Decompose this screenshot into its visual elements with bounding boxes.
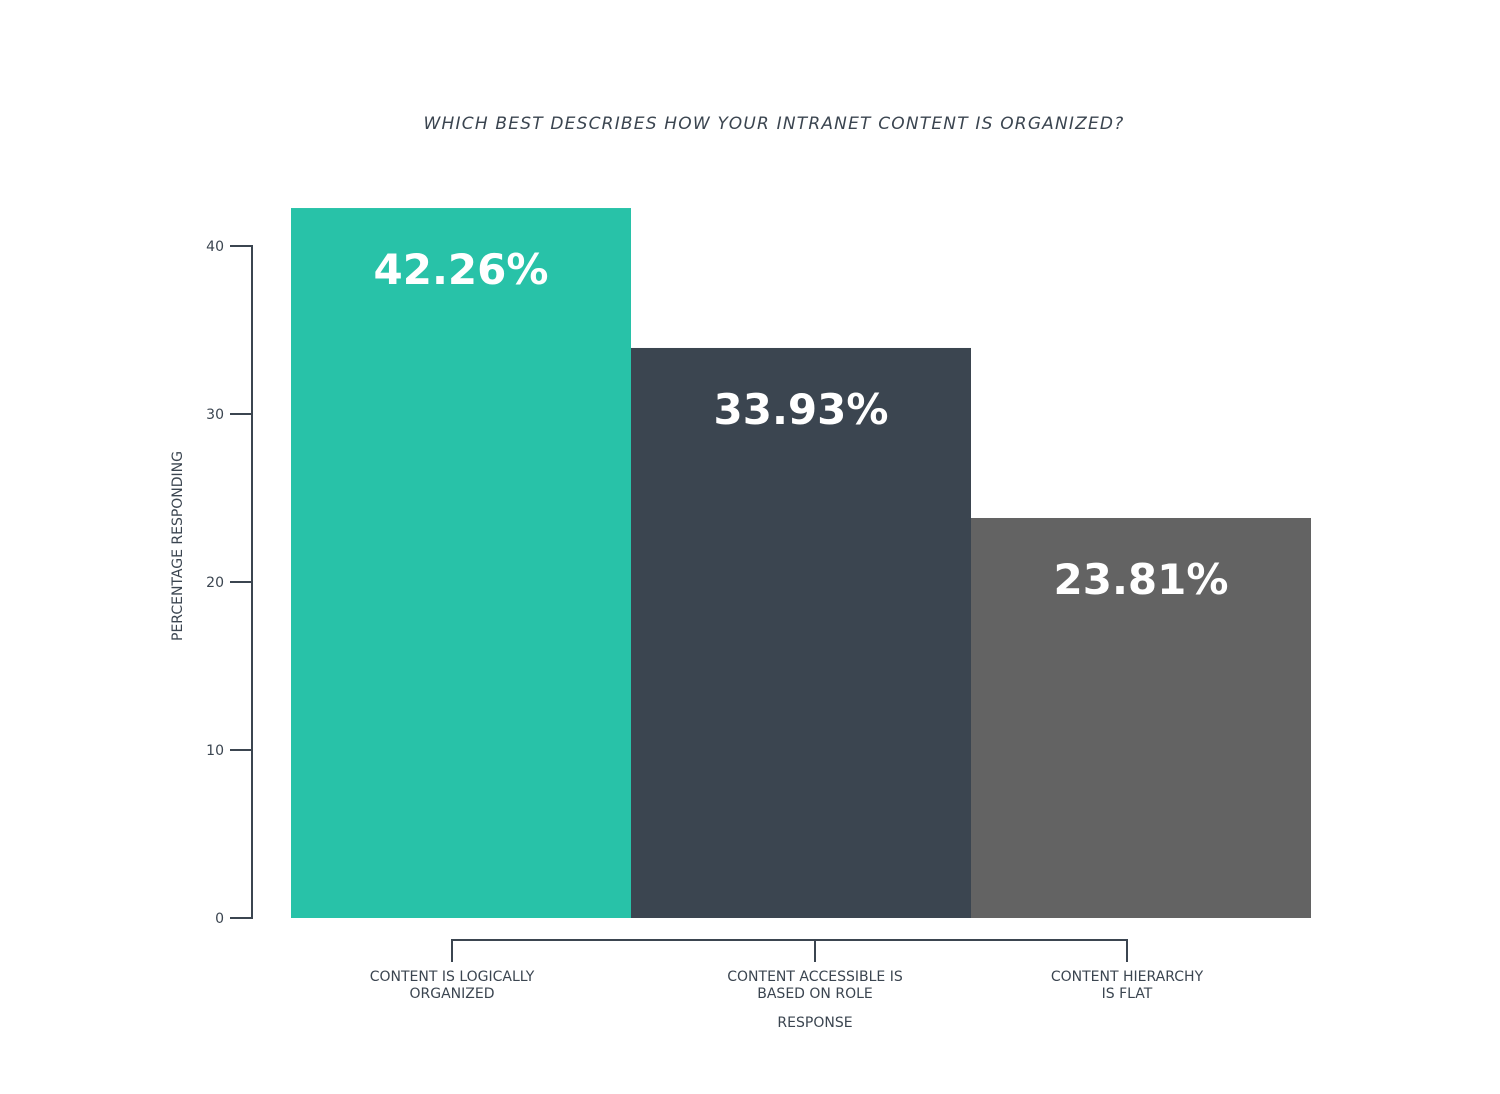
- chart-title: WHICH BEST DESCRIBES HOW YOUR INTRANET C…: [424, 114, 1125, 134]
- x-tick-label-2: CONTENT ACCESSIBLE IS BASED ON ROLE: [727, 969, 903, 1002]
- y-tick-label-30: 30: [206, 407, 224, 423]
- y-tick-label-10: 10: [206, 743, 224, 759]
- bar-value-label-2: 33.93%: [714, 385, 889, 434]
- y-tick-label-40: 40: [206, 239, 224, 255]
- x-tick-label-3: CONTENT HIERARCHY IS FLAT: [1051, 969, 1204, 1002]
- bar-value-label-3: 23.81%: [1054, 555, 1229, 604]
- bars-group: [291, 208, 1311, 919]
- x-axis-label: RESPONSE: [777, 1015, 852, 1031]
- x-tick-label-1: CONTENT IS LOGICALLY ORGANIZED: [370, 969, 535, 1002]
- y-axis-label: PERCENTAGE RESPONDING: [170, 451, 186, 641]
- y-tick-label-20: 20: [206, 575, 224, 591]
- bar-value-label-1: 42.26%: [374, 245, 549, 294]
- y-axis: 0 10 20 30 40: [206, 239, 253, 927]
- bar-1: [291, 208, 631, 919]
- x-axis: CONTENT IS LOGICALLY ORGANIZED CONTENT ACC…: [370, 939, 1204, 1002]
- value-labels-group: 42.26% 33.93% 23.81%: [374, 245, 1229, 604]
- y-tick-label-0: 0: [215, 911, 224, 927]
- bar-3: [971, 517, 1311, 918]
- bar-2: [631, 347, 971, 918]
